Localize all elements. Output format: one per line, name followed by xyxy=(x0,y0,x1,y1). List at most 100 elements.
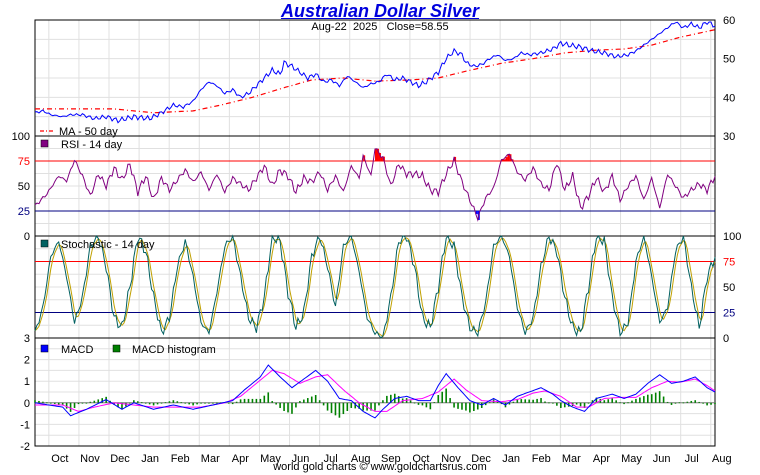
ma-50-line xyxy=(35,29,716,114)
month-tick-label: Jul xyxy=(324,453,338,465)
macd-histogram-bar xyxy=(140,402,143,404)
rsi-y-tick-label: 50 xyxy=(18,181,30,193)
macd-histogram-bar xyxy=(643,396,645,403)
macd-histogram-bar xyxy=(160,402,163,404)
macd-histogram-bar xyxy=(409,400,412,403)
macd-histogram-bar xyxy=(271,401,274,403)
macd-histogram-bar xyxy=(97,399,100,403)
macd-histogram-bar xyxy=(354,402,357,409)
rsi-y-tick-label: 0 xyxy=(24,231,30,243)
macd-histogram-bar xyxy=(591,400,594,403)
macd-histogram-bar xyxy=(413,402,416,404)
macd-histogram-bar xyxy=(34,400,36,403)
macd-histogram-bar xyxy=(397,396,400,403)
macd-histogram-bar xyxy=(433,402,436,403)
macd-histogram-bar xyxy=(619,402,621,404)
month-tick-label: Oct xyxy=(51,453,68,465)
macd-histogram-bar xyxy=(121,402,123,410)
rsi-legend-swatch xyxy=(40,139,49,148)
macd-histogram-bar xyxy=(382,400,384,403)
price-line xyxy=(34,21,716,124)
macd-histogram-bar xyxy=(231,402,234,405)
macd-histogram-bar xyxy=(200,402,202,404)
macd-histogram-bar xyxy=(646,394,649,403)
macd-signal-line xyxy=(35,369,716,412)
macd-histogram-bar xyxy=(674,402,677,404)
macd-histogram-bar xyxy=(235,401,238,403)
macd-histogram-bar xyxy=(310,396,313,403)
macd-histogram-bar xyxy=(575,402,578,405)
macd-histogram-bar xyxy=(251,398,254,403)
macd-histogram-bar xyxy=(532,399,534,403)
macd-histogram-bar xyxy=(129,402,131,404)
macd-histogram-bar xyxy=(682,402,685,404)
stochastic-d-line xyxy=(34,237,716,338)
macd-histogram-bar xyxy=(548,402,550,404)
macd-histogram-bar xyxy=(93,400,96,403)
macd-histogram-bar xyxy=(516,398,519,403)
month-tick-label: Feb xyxy=(532,453,551,465)
subtitle-close: Close=58.55 xyxy=(386,21,449,33)
macd-histogram-bar xyxy=(579,402,582,407)
macd-histogram-bar xyxy=(540,398,542,403)
macd-histogram-bar xyxy=(476,402,479,410)
macd-histogram-bar xyxy=(556,402,558,406)
rsi-oversold-fill xyxy=(475,211,478,215)
month-tick-label: Nov xyxy=(80,453,100,465)
macd-y-tick-label: 0 xyxy=(24,398,30,410)
macd-histogram-bar xyxy=(267,392,270,403)
macd-histogram-bar xyxy=(227,402,230,404)
macd-histogram-bar xyxy=(334,402,337,416)
macd-histogram-bar xyxy=(690,400,693,403)
macd-histogram-bar xyxy=(50,402,52,404)
price-y-tick-label: 50 xyxy=(723,54,735,66)
macd-histogram-bar xyxy=(168,401,171,403)
macd-histogram-bar xyxy=(338,402,341,418)
macd-histogram-bar xyxy=(212,402,214,404)
rsi-overbought-fill xyxy=(507,154,510,161)
macd-histogram-bar xyxy=(133,400,135,403)
macd-histogram-bar xyxy=(330,402,333,413)
macd-histogram-bar xyxy=(358,402,360,409)
macd-histogram-bar xyxy=(176,401,179,403)
macd-histogram-bar xyxy=(686,401,689,403)
macd-histogram-bar xyxy=(287,402,289,413)
macd-histogram-bar xyxy=(306,398,309,403)
macd-histogram-bar xyxy=(73,402,76,408)
chart-footer: world gold charts © www.goldchartsrus.co… xyxy=(273,461,487,473)
macd-histogram-bar xyxy=(46,402,48,404)
macd-histogram-bar xyxy=(283,402,285,412)
macd-histogram-bar xyxy=(259,398,262,403)
axis-labels: Oct Nov Dec Jan Feb Mar Apr May Jun Jul Aug Sep Oct N… xyxy=(12,15,742,465)
macd-histogram-bar xyxy=(666,401,669,403)
macd-histogram-bar xyxy=(295,402,297,408)
ma-legend-label: MA - 50 day xyxy=(59,126,118,138)
macd-histogram-bar xyxy=(38,400,40,403)
stochastic-legend-swatch xyxy=(40,239,49,248)
subtitle-year: 2025 xyxy=(352,21,378,33)
macd-histogram-bar xyxy=(386,395,388,403)
month-tick-label: Nov xyxy=(441,453,461,465)
macd-histogram-bar xyxy=(496,401,499,403)
macd-histogram-bar xyxy=(148,402,151,405)
month-tick-label: Jan xyxy=(141,453,159,465)
price-y-tick-label: 40 xyxy=(723,92,735,104)
macd-histogram-bar xyxy=(322,402,325,406)
macd-histogram-bar xyxy=(350,402,353,408)
stochastic-y-tick-label: 0 xyxy=(723,333,729,345)
macd-histogram-bar xyxy=(136,401,139,403)
macd-histogram-bar xyxy=(524,399,527,403)
chart-title: Australian Dollar Silver xyxy=(280,1,480,21)
macd-histogram-bar xyxy=(662,396,665,403)
rsi-y-tick-label: 100 xyxy=(12,131,30,143)
series-layer xyxy=(34,21,716,419)
month-tick-label: Mar xyxy=(562,453,581,465)
rsi-overbought-fill xyxy=(375,148,377,161)
macd-histogram-bar xyxy=(263,395,266,403)
macd-histogram-bar xyxy=(172,400,175,403)
stochastic-k-line xyxy=(34,234,716,339)
macd-histogram-bar xyxy=(536,398,538,403)
macd-histogram-bar xyxy=(291,402,293,414)
